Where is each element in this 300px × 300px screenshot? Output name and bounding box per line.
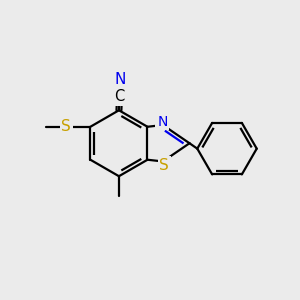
Text: C: C [115,89,125,104]
Text: N: N [115,72,126,87]
Text: S: S [61,119,71,134]
Text: S: S [159,158,169,173]
Text: N: N [157,115,167,129]
